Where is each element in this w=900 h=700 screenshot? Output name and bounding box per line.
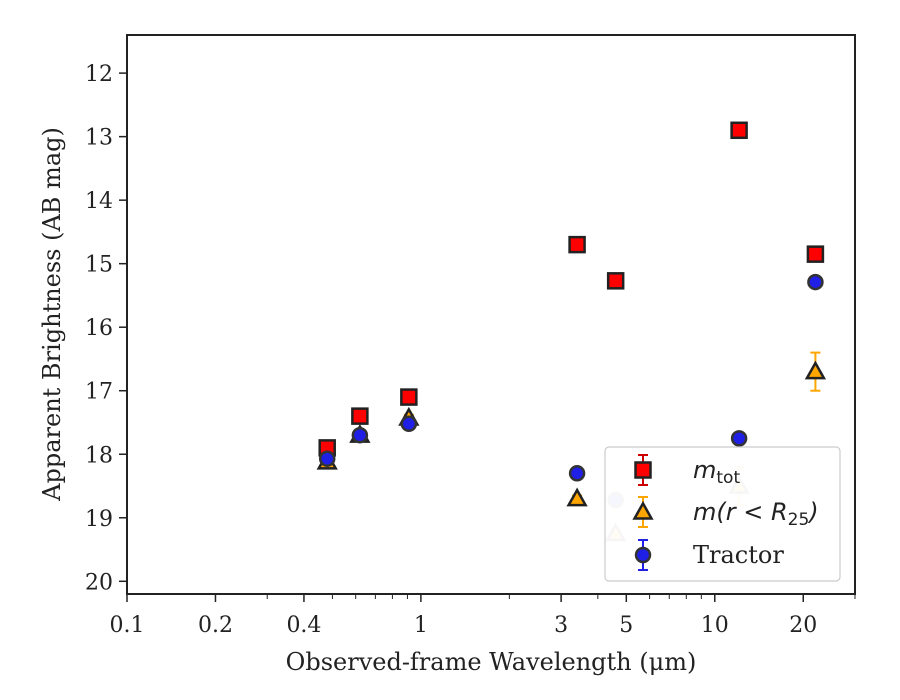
y-tick-label-5: 17 [85, 380, 113, 405]
legend-marker-1 [632, 500, 654, 520]
series-0-marker-4 [606, 272, 625, 290]
series-0-point-6 [806, 245, 825, 263]
series-0-point-5 [730, 121, 748, 140]
series-0-point-2 [400, 388, 418, 406]
series-2-marker-6 [807, 273, 824, 291]
series-0-marker-2 [400, 388, 418, 406]
y-tick-label-4: 16 [85, 316, 113, 341]
series-1-point-6 [804, 351, 827, 392]
series-0-point-4 [606, 272, 625, 290]
series-2-point-1 [351, 426, 369, 444]
y-tick-label-0: 12 [85, 62, 113, 87]
series-0-point-3 [568, 235, 586, 254]
legend-frame [604, 446, 841, 582]
x-tick-label-2: 0.4 [286, 613, 321, 638]
x-tick-label-7: 20 [789, 613, 817, 638]
y-tick-label-1: 13 [85, 126, 113, 151]
series-0-marker-5 [730, 121, 748, 140]
legend-label-tractor: Tractor [693, 541, 784, 569]
series-2-point-3 [568, 465, 586, 482]
series-2-marker-1 [351, 426, 369, 444]
x-tick-label-0: 0.1 [110, 613, 145, 638]
series-2-point-5 [730, 430, 748, 447]
legend-entry-1 [632, 496, 654, 528]
series-2-point-2 [400, 415, 418, 433]
y-tick-label-3: 15 [85, 253, 113, 278]
series-0-group [318, 121, 825, 457]
series-2-marker-3 [568, 465, 586, 482]
series-0-marker-3 [568, 235, 586, 254]
series-2-marker-0 [318, 450, 336, 467]
y-tick-label-8: 20 [85, 570, 113, 595]
series-0-point-1 [351, 407, 369, 425]
y-axis-title: Apparent Brightness (AB mag) [38, 127, 66, 502]
x-tick-label-5: 5 [619, 613, 633, 638]
series-0-marker-1 [351, 407, 369, 425]
series-0-marker-6 [806, 245, 825, 263]
y-tick-label-6: 18 [85, 443, 113, 468]
series-2-marker-5 [730, 430, 748, 447]
series-2-point-0 [318, 450, 336, 467]
series-2-marker-2 [400, 415, 418, 433]
series-2-point-6 [807, 273, 824, 291]
legend-marker-0 [634, 461, 652, 479]
series-1-point-3 [566, 487, 588, 507]
series-1-marker-6 [804, 360, 827, 380]
x-axis-title: Observed-frame Wavelength (μm) [286, 648, 697, 676]
series-1-marker-3 [566, 487, 588, 507]
legend-marker-2 [634, 546, 652, 564]
x-tick-label-6: 10 [701, 613, 729, 638]
legend-entry-2 [634, 539, 652, 571]
plot-frame [126, 34, 856, 595]
x-tick-label-3: 1 [414, 613, 428, 638]
x-tick-label-4: 3 [554, 613, 568, 638]
x-tick-label-1: 0.2 [198, 613, 233, 638]
y-tick-label-2: 14 [85, 189, 113, 214]
legend-entry-0 [634, 454, 652, 486]
y-tick-label-7: 19 [85, 507, 113, 532]
data-marks [316, 121, 827, 542]
